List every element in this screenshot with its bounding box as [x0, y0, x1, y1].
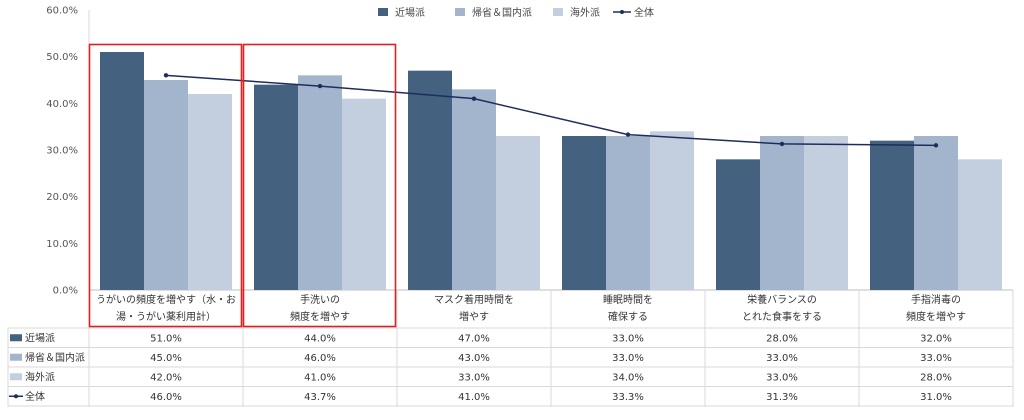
category-label: 頻度を増やす	[290, 310, 350, 323]
table-cell: 45.0%	[150, 353, 182, 364]
line-point	[163, 73, 169, 78]
bar	[870, 140, 914, 290]
y-tick-label: 0.0%	[53, 286, 78, 297]
category-label: うがいの頻度を増やす（水・お	[96, 293, 236, 306]
bar	[254, 84, 298, 291]
table-cell: 46.0%	[304, 353, 336, 364]
bar	[452, 89, 496, 290]
table-cell: 51.0%	[150, 333, 182, 344]
table-row-label: 帰省＆国内派	[25, 351, 85, 364]
bar	[342, 98, 386, 291]
table-cell: 43.7%	[304, 392, 336, 403]
category-label: 手洗いの	[300, 293, 340, 306]
table-cell: 31.0%	[920, 392, 952, 403]
table-cell: 43.0%	[458, 353, 490, 364]
legend-label: 近場派	[395, 6, 425, 19]
category-label: 頻度を増やす	[906, 310, 966, 323]
legend-key	[553, 8, 563, 16]
category-label: 増やす	[459, 310, 489, 323]
bar	[562, 136, 606, 290]
bar	[914, 136, 958, 290]
y-tick-label: 30.0%	[46, 146, 78, 157]
y-tick-label: 60.0%	[46, 6, 78, 17]
y-tick-label: 10.0%	[46, 239, 78, 250]
table-cell: 31.3%	[766, 392, 798, 403]
legend-label: 全体	[634, 6, 654, 19]
bar	[760, 136, 804, 290]
bar	[650, 131, 694, 290]
legend-key	[455, 8, 465, 16]
category-label: 睡眠時間を	[603, 293, 653, 306]
legend-key	[620, 10, 624, 14]
category-label: 手指消毒の	[911, 293, 961, 306]
category-label: 確保する	[608, 310, 648, 323]
table-cell: 34.0%	[612, 372, 644, 383]
bar	[408, 70, 452, 291]
highlight-box	[88, 43, 243, 328]
y-tick-label: 40.0%	[46, 99, 78, 110]
bar	[298, 75, 342, 290]
table-legend-key	[10, 373, 22, 381]
table-cell: 33.0%	[612, 333, 644, 344]
table-cell: 33.0%	[612, 353, 644, 364]
table-row-label: 海外派	[25, 370, 55, 383]
table-cell: 33.0%	[458, 372, 490, 383]
table-cell: 44.0%	[304, 333, 336, 344]
legend-key	[378, 8, 388, 16]
bar	[496, 136, 540, 290]
table-cell: 47.0%	[458, 333, 490, 344]
bar	[188, 94, 232, 290]
category-label: 栄養バランスの	[747, 293, 817, 306]
table-cell: 46.0%	[150, 392, 182, 403]
table-row-label: 全体	[25, 390, 45, 403]
table-cell: 33.0%	[766, 353, 798, 364]
line-series	[165, 74, 937, 147]
table-legend-key	[10, 334, 22, 342]
table-cell: 33.0%	[766, 372, 798, 383]
table-legend-key	[10, 353, 22, 361]
bar	[144, 80, 188, 290]
line-point	[317, 83, 323, 89]
line-point	[933, 143, 939, 148]
legend-label: 帰省＆国内派	[472, 6, 532, 19]
bar	[100, 52, 144, 290]
table-cell: 32.0%	[920, 333, 952, 344]
y-tick-label: 20.0%	[46, 192, 78, 203]
table-cell: 41.0%	[458, 392, 490, 403]
table-cell: 33.0%	[920, 353, 952, 364]
table-cell: 41.0%	[304, 372, 336, 383]
highlight-box	[242, 43, 397, 328]
table-cell: 28.0%	[766, 333, 798, 344]
table-cell: 28.0%	[920, 372, 952, 383]
y-tick-label: 50.0%	[46, 52, 78, 63]
line-point	[471, 96, 477, 101]
legend-label: 海外派	[570, 6, 600, 19]
category-label: 湯・うがい薬利用計）	[116, 310, 216, 323]
table-row-label: 近場派	[25, 331, 55, 344]
table-cell: 42.0%	[150, 372, 182, 383]
table-cell: 33.3%	[612, 392, 644, 403]
table-legend-key	[14, 394, 18, 399]
bar	[804, 136, 848, 290]
line-point	[779, 141, 785, 147]
line-point	[625, 132, 631, 137]
bar	[958, 159, 1002, 290]
bar	[716, 159, 760, 290]
category-label: マスク着用時間を	[434, 293, 514, 306]
bar	[606, 136, 650, 290]
category-label: とれた食事をする	[742, 310, 822, 323]
